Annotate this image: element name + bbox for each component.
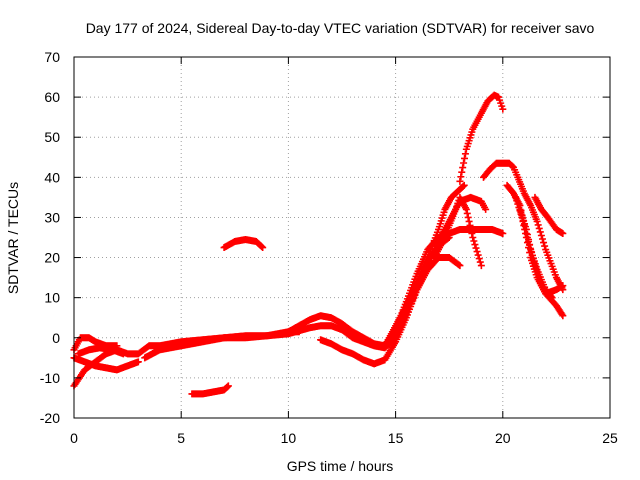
- data-point: [259, 244, 267, 252]
- data-point: [460, 159, 468, 167]
- y-tick-label: 20: [44, 250, 60, 266]
- axis-ticks: [73, 56, 611, 419]
- data-point: [482, 205, 490, 213]
- data-point: [541, 242, 549, 250]
- series-arc-5: [141, 234, 453, 362]
- series-arc-16: [531, 193, 567, 237]
- y-tick-labels: -20 -10 0 10 20 30 40 50 60 70: [40, 49, 60, 426]
- data-point: [465, 217, 473, 225]
- data-point: [559, 229, 567, 237]
- data-point: [473, 248, 481, 256]
- data-point: [472, 244, 480, 252]
- series-arc-11: [456, 91, 507, 185]
- data-point: [134, 358, 142, 366]
- y-tick-label: 40: [44, 169, 60, 185]
- data-point: [462, 205, 470, 213]
- y-tick-label: 30: [44, 209, 60, 225]
- series-arc-10: [430, 193, 485, 270]
- y-tick-label: -20: [40, 410, 60, 426]
- data-point: [119, 350, 127, 358]
- series-arc-18: [188, 382, 232, 398]
- data-point: [258, 243, 266, 251]
- data-point: [468, 229, 476, 237]
- data-point: [474, 251, 482, 259]
- data-point: [224, 382, 232, 390]
- data-point: [536, 228, 544, 236]
- x-tick-label: 25: [602, 430, 618, 446]
- data-point: [538, 235, 546, 243]
- chart-title: Day 177 of 2024, Sidereal Day-to-day VTE…: [86, 20, 595, 36]
- data-point: [537, 231, 545, 239]
- x-axis-label: GPS time / hours: [287, 458, 394, 474]
- data-point: [471, 241, 479, 249]
- data-point: [525, 236, 533, 244]
- data-point: [508, 162, 516, 170]
- y-tick-label: 60: [44, 89, 60, 105]
- data-point: [533, 217, 541, 225]
- data-point: [224, 383, 232, 391]
- data-point: [513, 197, 521, 205]
- data-point: [463, 209, 471, 217]
- data-point: [460, 181, 468, 189]
- series-arc-9: [392, 254, 464, 342]
- data-point: [475, 255, 483, 263]
- y-tick-label: 0: [52, 330, 60, 346]
- grid-lines: [74, 57, 610, 418]
- data-point: [522, 225, 530, 233]
- x-tick-label: 5: [177, 430, 185, 446]
- series-arc-7: [317, 193, 490, 368]
- data-point: [559, 282, 567, 290]
- data-point: [466, 221, 474, 229]
- data-point: [459, 182, 467, 190]
- data-point: [548, 294, 556, 302]
- y-tick-label: 50: [44, 129, 60, 145]
- data-point: [469, 234, 477, 241]
- data-point: [512, 193, 520, 201]
- data-point: [459, 164, 467, 172]
- data-point: [499, 229, 507, 237]
- x-tick-label: 15: [388, 430, 404, 446]
- data-point: [499, 105, 507, 113]
- data-point: [464, 213, 472, 221]
- data-point: [467, 225, 475, 233]
- x-tick-label: 10: [281, 430, 297, 446]
- data-point: [457, 173, 465, 181]
- data-point: [477, 262, 485, 270]
- data-point: [461, 150, 469, 158]
- y-tick-label: 10: [44, 290, 60, 306]
- data-point: [476, 258, 484, 266]
- data-point: [470, 237, 478, 245]
- data-points: [70, 91, 567, 398]
- y-tick-label: -10: [40, 370, 60, 386]
- data-point: [461, 154, 469, 162]
- plot-frame: [73, 56, 611, 419]
- y-tick-label: 70: [44, 49, 60, 65]
- data-point: [526, 241, 534, 249]
- x-tick-label: 20: [495, 430, 511, 446]
- data-point: [458, 168, 466, 176]
- data-point: [535, 224, 543, 232]
- y-axis-label: SDTVAR / TECUs: [5, 182, 21, 294]
- data-point: [559, 312, 567, 320]
- x-tick-labels: 0 5 10 15 20 25: [70, 430, 618, 446]
- data-point: [558, 310, 566, 318]
- series-arc-8: [381, 181, 468, 350]
- series-arc-4: [74, 344, 127, 358]
- x-tick-label: 0: [70, 430, 78, 446]
- data-point: [456, 262, 464, 270]
- data-point: [514, 200, 522, 208]
- data-point: [455, 261, 463, 269]
- data-point: [456, 177, 464, 185]
- series-arc-15: [516, 205, 556, 302]
- data-point: [547, 293, 555, 301]
- data-point: [523, 230, 531, 238]
- data-point: [534, 221, 542, 229]
- series-arc-17: [220, 236, 267, 252]
- data-point: [540, 239, 548, 247]
